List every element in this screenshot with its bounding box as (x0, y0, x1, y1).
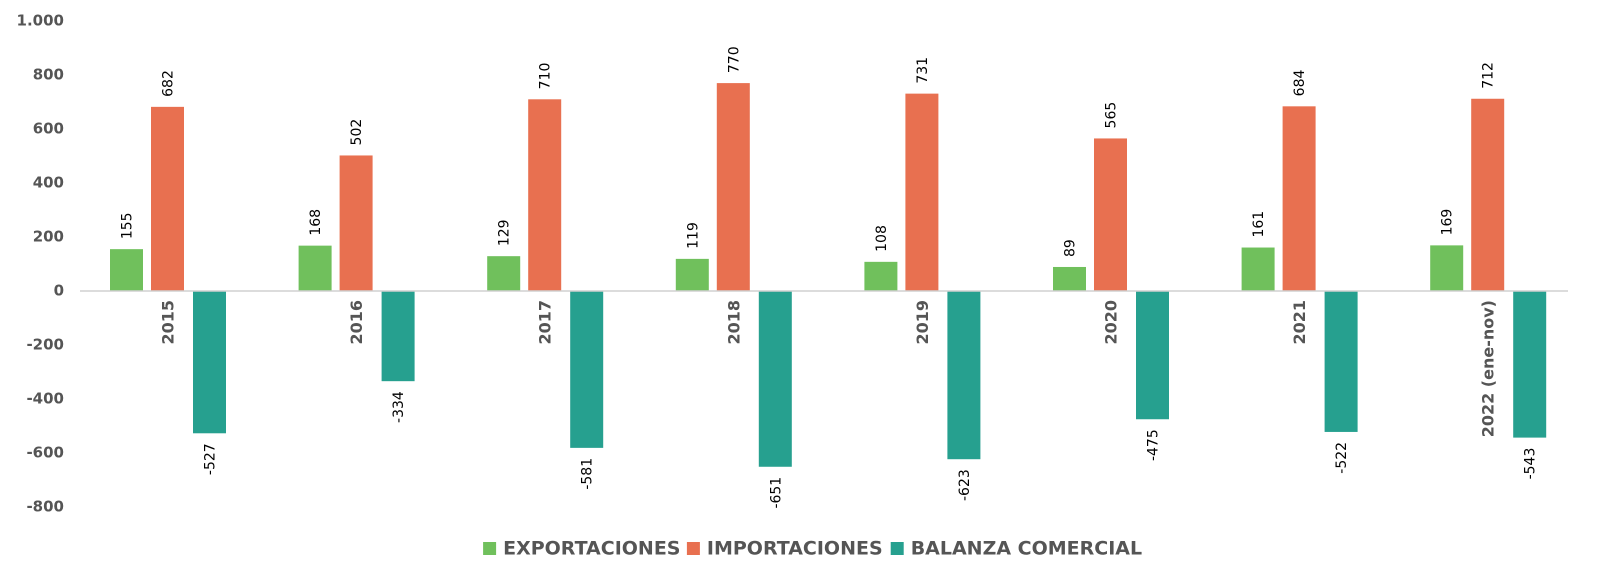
value-label: -581 (580, 458, 596, 490)
value-label: -475 (1146, 429, 1162, 461)
value-label: -334 (391, 391, 407, 423)
bar (110, 249, 143, 291)
legend-label: EXPORTACIONES (503, 538, 680, 560)
value-label: 108 (874, 225, 890, 252)
x-tick-label: 2017 (536, 300, 555, 345)
y-tick-label: 1.000 (17, 12, 64, 30)
bar (675, 258, 709, 291)
bar (528, 99, 562, 291)
x-tick-label: 2022 (ene-nov) (1479, 300, 1498, 437)
value-label: 155 (120, 212, 136, 239)
value-label: -522 (1334, 442, 1350, 474)
value-label: -527 (203, 443, 219, 475)
value-label: -651 (768, 477, 784, 509)
y-tick-label: 600 (33, 120, 64, 138)
value-label: 502 (349, 119, 365, 146)
value-label: 770 (726, 46, 742, 73)
legend-swatch (483, 542, 497, 555)
bar (758, 291, 792, 467)
bar (905, 93, 939, 291)
value-label: 731 (915, 57, 931, 84)
value-label: 169 (1440, 209, 1456, 236)
y-tick-label: 400 (33, 174, 64, 192)
value-label: 565 (1104, 102, 1120, 129)
x-tick-label: 2019 (913, 300, 932, 345)
legend-swatch (890, 542, 904, 555)
bar (298, 245, 332, 291)
bar (947, 291, 981, 460)
value-label: 168 (308, 209, 324, 236)
value-label: 712 (1481, 62, 1497, 89)
x-tick-label: 2015 (159, 300, 178, 345)
bar (487, 256, 521, 291)
bar (193, 291, 226, 434)
bar (570, 291, 604, 448)
y-tick-label: -400 (26, 390, 64, 408)
value-label: 129 (497, 219, 513, 246)
bar (1324, 291, 1358, 432)
bar (1471, 98, 1505, 291)
value-label: 682 (161, 70, 177, 97)
y-tick-label: -200 (26, 336, 64, 354)
y-tick-label: 0 (54, 282, 64, 300)
y-tick-label: 200 (33, 228, 64, 246)
value-label: 710 (538, 63, 554, 90)
bar (1094, 138, 1127, 291)
value-label: -623 (957, 469, 973, 501)
x-tick-label: 2018 (724, 300, 743, 345)
y-tick-label: -800 (26, 498, 64, 516)
bar (151, 106, 184, 291)
bar (864, 261, 898, 291)
y-tick-label: 800 (33, 66, 64, 84)
legend-label: BALANZA COMERCIAL (911, 538, 1142, 560)
x-tick-label: 2021 (1290, 300, 1309, 345)
bar (1282, 106, 1316, 291)
bar (339, 155, 373, 291)
y-tick-label: -600 (26, 444, 64, 462)
bar (1053, 266, 1086, 291)
value-label: 89 (1063, 239, 1079, 257)
value-label: 119 (685, 222, 701, 249)
value-label: -543 (1523, 448, 1539, 480)
bar (1430, 245, 1464, 291)
x-tick-label: 2020 (1102, 300, 1121, 345)
legend-swatch (686, 542, 700, 555)
x-tick-label: 2016 (347, 300, 366, 345)
legend-label: IMPORTACIONES (707, 538, 883, 560)
bar (716, 83, 750, 291)
bar (1136, 291, 1169, 420)
value-label: 684 (1292, 70, 1308, 97)
bar (1241, 247, 1275, 291)
bar (381, 291, 415, 382)
value-label: 161 (1251, 211, 1267, 238)
bar (1513, 291, 1547, 438)
